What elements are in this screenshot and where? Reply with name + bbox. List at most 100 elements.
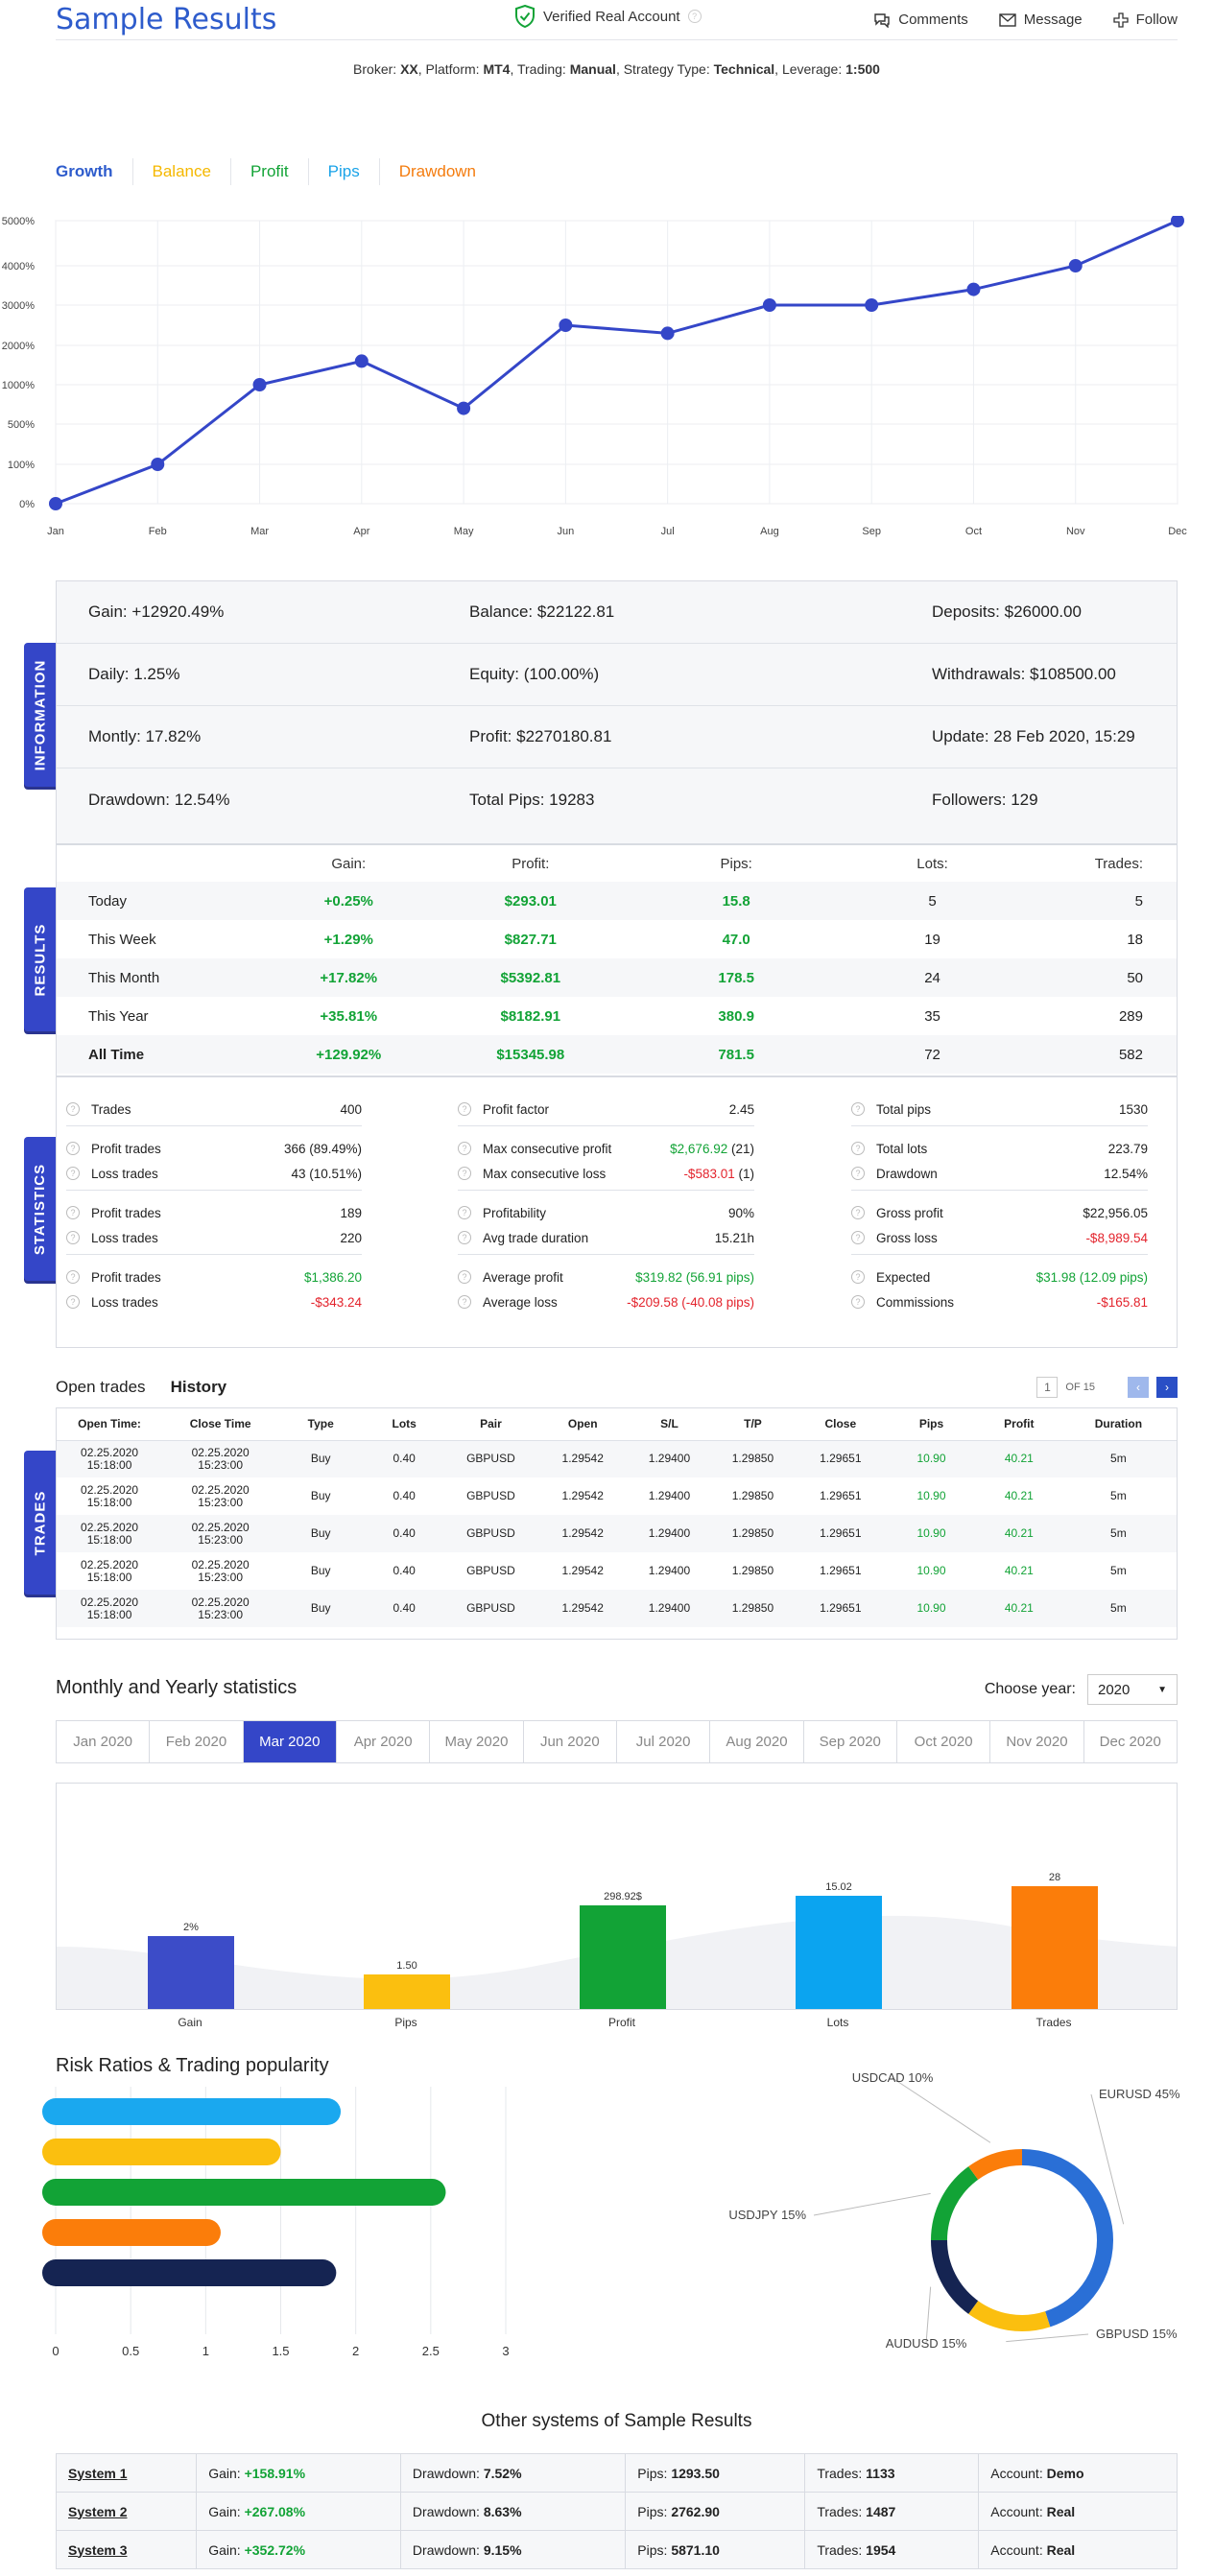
tab-drawdown[interactable]: Drawdown (398, 162, 477, 180)
help-icon[interactable]: ? (66, 1231, 80, 1244)
system-name-cell[interactable]: System 1 (55, 2453, 198, 2493)
help-icon[interactable]: ? (458, 1231, 471, 1244)
info-cell: Balance: $22122.81 (469, 603, 614, 622)
follow-button[interactable]: Follow (1112, 12, 1178, 28)
month-tab[interactable]: Apr 2020 (337, 1721, 431, 1762)
trade-row[interactable]: 02.25.2020 15:18:00 02.25.2020 15:23:00 Buy 0… (57, 1515, 1177, 1552)
pie-slice (931, 2166, 979, 2241)
help-icon[interactable]: ? (66, 1206, 80, 1219)
tab-history[interactable]: History (170, 1378, 227, 1396)
tab-trades[interactable]: TRADES (24, 1451, 56, 1595)
trade-value: 1.29542 (561, 1489, 604, 1502)
help-icon[interactable]: ? (458, 1102, 471, 1116)
tab-statistics[interactable]: STATISTICS (24, 1137, 56, 1281)
trade-row[interactable]: 02.25.2020 15:18:00 02.25.2020 15:23:00 Buy 0… (57, 1477, 1177, 1515)
system-link[interactable]: System 3 (68, 2541, 128, 2558)
tab-pips[interactable]: Pips (309, 158, 380, 185)
month-tab[interactable]: May 2020 (430, 1721, 524, 1762)
help-icon[interactable]: ? (66, 1102, 80, 1116)
month-tab[interactable]: Feb 2020 (150, 1721, 244, 1762)
trade-value: 1.29850 (731, 1564, 774, 1577)
stat-count: (21) (730, 1141, 754, 1156)
trade-date: 02.25.2020 (81, 1557, 139, 1572)
stat-item: ? Profit trades 366 (89.49%) (66, 1138, 362, 1159)
help-icon[interactable]: ? (851, 1295, 865, 1309)
stat-value: -$8,989.54 (1085, 1231, 1148, 1245)
stat-item: ? Total pips 1530 (851, 1099, 1148, 1120)
system-link[interactable]: System 2 (68, 2503, 128, 2519)
help-icon[interactable]: ? (687, 10, 702, 23)
year-select[interactable]: 2020 ▼ (1087, 1674, 1178, 1705)
month-tab[interactable]: Nov 2020 (990, 1721, 1084, 1762)
trade-cell: Buy (278, 1590, 364, 1627)
month-tab[interactable]: Jan 2020 (57, 1721, 151, 1762)
trade-cell: GBPUSD (445, 1552, 536, 1590)
envelope-icon (999, 12, 1016, 27)
help-icon[interactable]: ? (66, 1270, 80, 1284)
plus-icon (1112, 12, 1129, 28)
trade-value: GBPUSD (466, 1489, 515, 1502)
help-icon[interactable]: ? (851, 1206, 865, 1219)
trade-value: Buy (310, 1452, 331, 1466)
results-gain: +1.29% (323, 931, 373, 948)
stat-number: $2,676.92 (670, 1141, 728, 1156)
divider (458, 1254, 754, 1255)
system-link[interactable]: System 1 (68, 2465, 128, 2481)
month-tab[interactable]: Jun 2020 (524, 1721, 617, 1762)
results-trades: 289 (1118, 1007, 1143, 1025)
message-button[interactable]: Message (999, 12, 1083, 28)
x-tick-label: Dec (1168, 526, 1187, 537)
help-icon[interactable]: ? (458, 1142, 471, 1155)
stat-label: Profit trades (91, 1269, 161, 1285)
month-tab[interactable]: Oct 2020 (897, 1721, 991, 1762)
help-icon[interactable]: ? (66, 1167, 80, 1180)
trade-row[interactable]: 02.25.2020 15:18:00 02.25.2020 15:23:00 Buy 0… (57, 1590, 1177, 1627)
help-icon[interactable]: ? (66, 1142, 80, 1155)
help-icon[interactable]: ? (851, 1102, 865, 1116)
month-tab[interactable]: Mar 2020 (243, 1721, 337, 1762)
next-page-button[interactable]: › (1156, 1377, 1178, 1398)
info-label: Balance: (469, 603, 534, 621)
tab-results[interactable]: RESULTS (24, 887, 56, 1031)
data-point (354, 354, 369, 368)
help-icon[interactable]: ? (458, 1206, 471, 1219)
help-icon[interactable]: ? (66, 1295, 80, 1309)
system-cell: Gain: +267.08% (196, 2492, 401, 2531)
trade-cell: 1.29651 (797, 1477, 885, 1515)
trade-value: 40.21 (1004, 1526, 1034, 1540)
help-icon[interactable]: ? (851, 1167, 865, 1180)
x-tick-label: 3 (502, 2344, 509, 2358)
plot-frame (55, 220, 1178, 505)
tab-profit[interactable]: Profit (231, 158, 309, 185)
results-row-label: This Year (88, 1007, 149, 1025)
trades-tabs: Open trades History 1 OF 15 ‹ › (56, 1367, 1178, 1407)
month-tab[interactable]: Aug 2020 (710, 1721, 804, 1762)
month-tab[interactable]: Jul 2020 (617, 1721, 711, 1762)
help-icon[interactable]: ? (458, 1270, 471, 1284)
help-icon[interactable]: ? (851, 1231, 865, 1244)
bar-value-label: 28 (1049, 1872, 1060, 1883)
help-icon[interactable]: ? (458, 1167, 471, 1180)
tab-open-trades[interactable]: Open trades (56, 1378, 146, 1396)
system-name-cell[interactable]: System 3 (55, 2530, 198, 2569)
comments-button[interactable]: Comments (873, 12, 968, 28)
trade-row[interactable]: 02.25.2020 15:18:00 02.25.2020 15:23:00 Buy 0… (57, 1552, 1177, 1590)
tab-balance[interactable]: Balance (133, 158, 231, 185)
info-label: Drawdown: (88, 790, 171, 809)
trade-row[interactable]: 02.25.2020 15:18:00 02.25.2020 15:23:00 Buy 0… (57, 1440, 1177, 1477)
system-label: Pips: (637, 2465, 668, 2481)
system-name-cell[interactable]: System 2 (55, 2492, 198, 2531)
month-tab[interactable]: Sep 2020 (804, 1721, 897, 1762)
help-icon[interactable]: ? (851, 1270, 865, 1284)
prev-page-button[interactable]: ‹ (1128, 1377, 1149, 1398)
month-tab[interactable]: Dec 2020 (1099, 1734, 1161, 1750)
x-tick-label: Oct (965, 526, 982, 537)
help-icon[interactable]: ? (458, 1295, 471, 1309)
help-icon[interactable]: ? (851, 1142, 865, 1155)
tab-information[interactable]: INFORMATION (24, 643, 56, 787)
tab-growth[interactable]: Growth (56, 158, 133, 185)
stat-label: Profit trades (91, 1205, 161, 1220)
results-pips: 47.0 (722, 931, 750, 948)
stat-item: ? Total lots 223.79 (851, 1138, 1148, 1159)
page-number-input[interactable]: 1 (1036, 1377, 1059, 1398)
